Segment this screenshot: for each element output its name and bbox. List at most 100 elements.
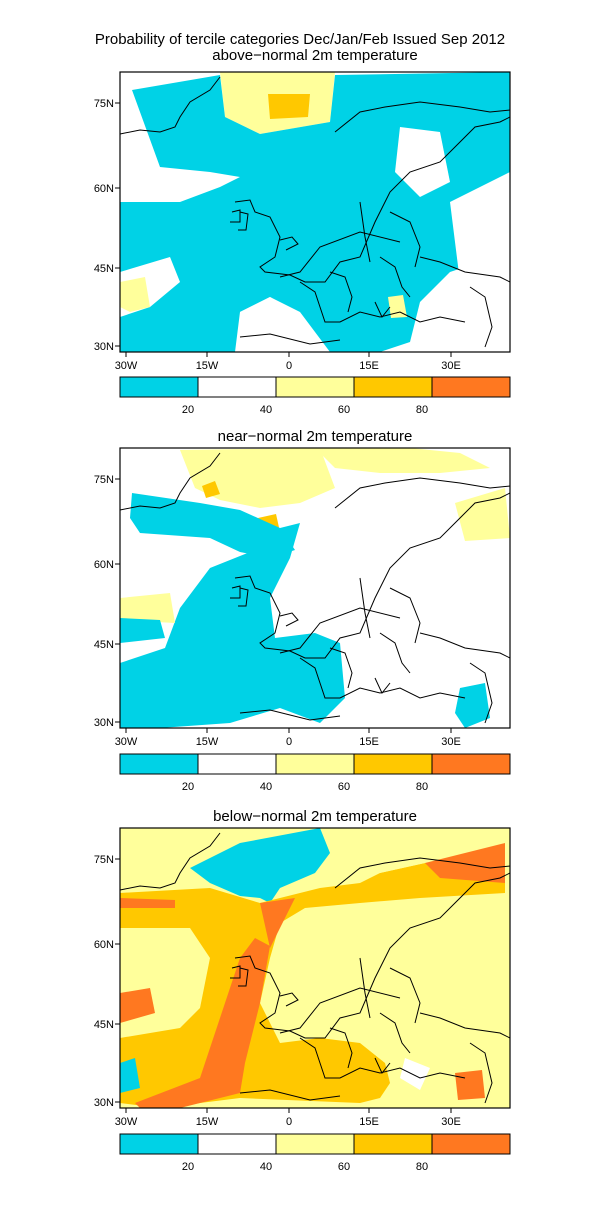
colorbar-label: 20 bbox=[182, 781, 194, 793]
lat-tick-label: 60N bbox=[94, 559, 114, 571]
coastline bbox=[279, 607, 401, 654]
panel-title-above: above−normal 2m temperature bbox=[212, 47, 418, 64]
probability-region bbox=[450, 287, 470, 312]
probability-region bbox=[190, 828, 330, 903]
probability-region bbox=[450, 172, 510, 282]
panel-title-below: below−normal 2m temperature bbox=[213, 808, 417, 825]
lat-tick-label: 75N bbox=[94, 98, 114, 110]
colorbar-swatch-lt20 bbox=[119, 376, 199, 398]
coastline bbox=[359, 201, 371, 263]
lat-tick-label: 75N bbox=[94, 854, 114, 866]
map-frame bbox=[119, 447, 511, 729]
coastline bbox=[379, 632, 411, 674]
coastline bbox=[374, 301, 391, 318]
probability-region bbox=[280, 933, 450, 1043]
coastline bbox=[230, 209, 241, 223]
lat-tick-label: 30N bbox=[94, 1097, 114, 1109]
probability-region bbox=[120, 618, 165, 643]
lat-tick-label: 45N bbox=[94, 639, 114, 651]
colorbar-swatch-gt80 bbox=[431, 1133, 511, 1155]
coastline bbox=[279, 992, 299, 1007]
colorbar-1: 20 40 60 80 bbox=[119, 753, 511, 793]
colorbar-label: 40 bbox=[260, 781, 272, 793]
lat-tick-label: 60N bbox=[94, 939, 114, 951]
coastline bbox=[359, 957, 371, 1019]
lat-tick-label: 45N bbox=[94, 1019, 114, 1031]
coastline bbox=[469, 286, 493, 348]
lon-tick-label: 30W bbox=[115, 360, 138, 372]
lon-tick-label: 0 bbox=[286, 736, 292, 748]
probability-region bbox=[268, 94, 310, 119]
probability-region bbox=[395, 127, 450, 197]
lon-tick-label: 30W bbox=[115, 1116, 138, 1128]
lon-tick-label: 0 bbox=[286, 1116, 292, 1128]
colorbar-label: 20 bbox=[182, 404, 194, 416]
colorbar-label: 60 bbox=[338, 781, 350, 793]
probability-region bbox=[120, 898, 175, 908]
probability-region bbox=[240, 297, 295, 352]
coastline bbox=[359, 577, 371, 639]
coastline bbox=[239, 1089, 341, 1101]
coastline bbox=[329, 1027, 353, 1069]
probability-region bbox=[455, 683, 490, 728]
coastline bbox=[329, 271, 353, 313]
coastline bbox=[334, 477, 511, 509]
coastline bbox=[334, 101, 511, 133]
colorbar-swatch-40-60 bbox=[275, 753, 355, 775]
coastline bbox=[389, 587, 421, 644]
coastline bbox=[119, 452, 221, 511]
coastline bbox=[419, 1012, 511, 1039]
colorbar-swatch-60-80 bbox=[353, 1133, 433, 1155]
probability-region bbox=[202, 481, 220, 498]
colorbar-0: 20 40 60 80 bbox=[119, 376, 511, 416]
lon-tick-label: 30E bbox=[441, 360, 461, 372]
colorbar-swatch-60-80 bbox=[353, 376, 433, 398]
lat-tick-label: 60N bbox=[94, 183, 114, 195]
coastline bbox=[299, 657, 466, 699]
probability-region bbox=[455, 488, 510, 541]
coastline bbox=[119, 832, 221, 891]
probability-region bbox=[455, 1070, 485, 1100]
colorbar-swatch-lt20 bbox=[119, 1133, 199, 1155]
probability-region bbox=[315, 448, 490, 473]
coastline bbox=[389, 211, 421, 268]
colorbar-swatch-60-80 bbox=[353, 753, 433, 775]
coastlines bbox=[119, 832, 511, 1104]
probability-region bbox=[120, 593, 175, 623]
lon-tick-label: 15E bbox=[359, 1116, 379, 1128]
coastline bbox=[230, 965, 241, 979]
coastline bbox=[379, 1012, 411, 1054]
colorbar-swatch-40-60 bbox=[275, 1133, 355, 1155]
colorbar-swatch-20-40 bbox=[197, 376, 277, 398]
coastline bbox=[230, 585, 241, 599]
probability-region bbox=[260, 898, 295, 948]
coastlines bbox=[119, 76, 511, 348]
coastline bbox=[279, 231, 401, 278]
lon-tick-label: 15W bbox=[196, 1116, 219, 1128]
lat-tick-label: 75N bbox=[94, 474, 114, 486]
coastline bbox=[234, 492, 511, 659]
coastline bbox=[279, 612, 299, 627]
coastline bbox=[238, 967, 249, 987]
coastline bbox=[334, 857, 511, 889]
lat-tick-label: 30N bbox=[94, 341, 114, 353]
coastline bbox=[234, 872, 511, 1039]
colorbar-swatch-gt80 bbox=[431, 376, 511, 398]
coastline bbox=[419, 256, 511, 283]
probability-region bbox=[120, 1058, 140, 1093]
colorbar-label: 60 bbox=[338, 404, 350, 416]
colorbar-label: 80 bbox=[416, 781, 428, 793]
probability-region bbox=[335, 828, 510, 873]
coastline bbox=[119, 76, 221, 135]
colorbar-label: 40 bbox=[260, 404, 272, 416]
colorbar-swatch-lt20 bbox=[119, 753, 199, 775]
colorbar-label: 40 bbox=[260, 1161, 272, 1173]
map-frame bbox=[119, 71, 511, 353]
colorbar-swatch-gt80 bbox=[431, 753, 511, 775]
coastline bbox=[239, 333, 341, 345]
lon-tick-label: 30E bbox=[441, 736, 461, 748]
coastline bbox=[238, 211, 249, 231]
coastline bbox=[299, 281, 466, 323]
